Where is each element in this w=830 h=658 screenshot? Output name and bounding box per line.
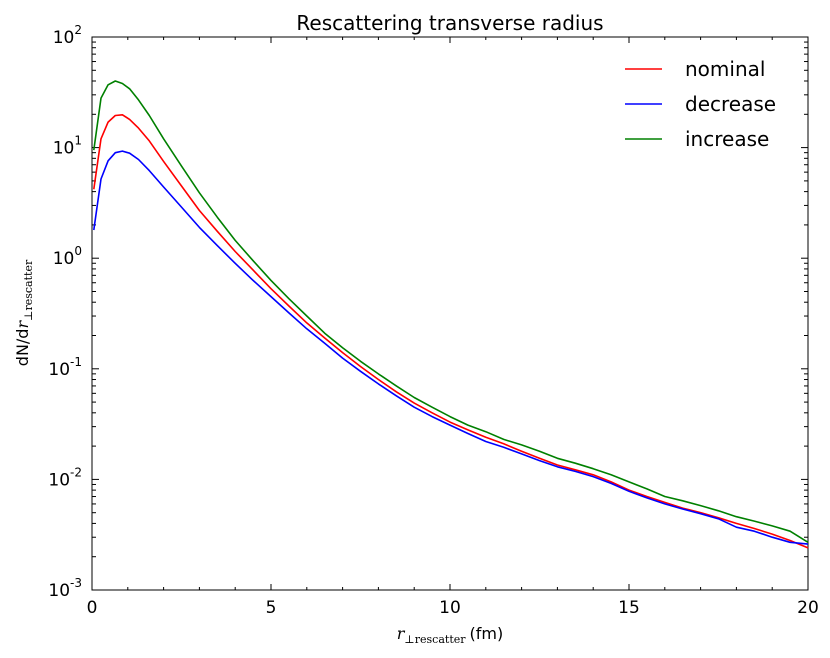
y-tick-label: 100 bbox=[53, 244, 82, 269]
plot-frame bbox=[91, 36, 809, 591]
y-tick-label: 10-3 bbox=[48, 576, 82, 601]
y-axis-label-var: r bbox=[13, 320, 32, 329]
series-line-nominal bbox=[93, 114, 809, 549]
legend-label-nominal: nominal bbox=[685, 57, 765, 81]
ticks-layer: 0 5 10 15 20 102 101 100 10-1 10-2 10-3 bbox=[48, 23, 818, 618]
x-tick-label: 15 bbox=[618, 598, 640, 618]
y-axis-label-sub: ⊥rescatter bbox=[22, 259, 35, 321]
series-line-decrease bbox=[93, 150, 809, 545]
x-tick-label: 10 bbox=[439, 598, 461, 618]
x-tick-label: 5 bbox=[266, 598, 277, 618]
chart-title: Rescattering transverse radius bbox=[296, 11, 603, 35]
x-tick-label: 20 bbox=[797, 598, 819, 618]
x-axis-label-sub: ⊥rescatter bbox=[404, 633, 466, 646]
x-tick-label: 0 bbox=[87, 598, 98, 618]
y-tick-label: 101 bbox=[53, 134, 82, 159]
x-axis-label: r⊥rescatter (fm) bbox=[397, 624, 503, 646]
series-layer bbox=[93, 80, 809, 549]
y-axis-label-prefix: dN/d bbox=[13, 329, 32, 367]
legend-label-decrease: decrease bbox=[685, 92, 776, 116]
y-tick-label: 10-1 bbox=[48, 355, 82, 380]
x-axis-label-units: (fm) bbox=[470, 624, 504, 643]
series-line-increase bbox=[93, 80, 809, 543]
y-tick-label: 102 bbox=[53, 23, 82, 48]
x-axis-label-var: r bbox=[397, 624, 406, 643]
y-tick-label: 10-2 bbox=[48, 465, 82, 490]
y-axis-label: dN/dr⊥rescatter bbox=[13, 259, 35, 366]
legend: nominal decrease increase bbox=[625, 57, 776, 151]
legend-label-increase: increase bbox=[685, 127, 769, 151]
